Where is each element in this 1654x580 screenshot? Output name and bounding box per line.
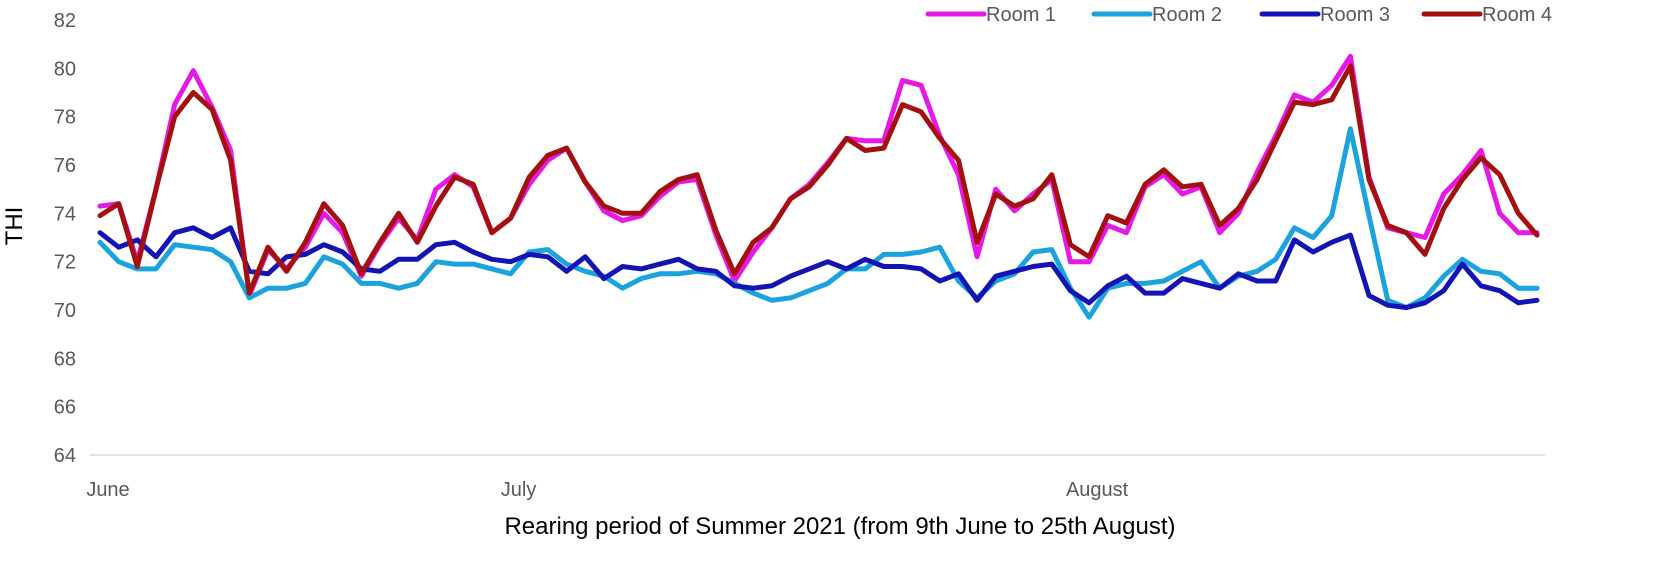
y-tick-label: 66 [54,397,76,419]
y-axis-title: THI [1,207,28,246]
y-tick-label: 72 [54,252,76,274]
x-axis-ticks: June July August [86,479,1128,501]
y-tick-label: 82 [54,10,76,32]
legend-label: Room 1 [986,4,1056,26]
x-tick-label: July [501,479,537,501]
legend-label: Room 3 [1320,4,1390,26]
y-tick-label: 80 [54,58,76,80]
series-line-room-2 [97,126,1540,320]
y-tick-label: 78 [54,107,76,129]
y-tick-label: 64 [54,445,76,467]
series-line-room-3 [97,225,1540,311]
y-tick-label: 70 [54,300,76,322]
y-tick-label: 74 [54,203,76,225]
y-tick-label: 68 [54,348,76,370]
series-line-room-4 [97,63,1540,296]
legend-label: Room 4 [1482,4,1552,26]
x-tick-label: August [1066,479,1129,501]
y-axis-ticks: 64 66 68 70 72 74 76 78 80 82 [54,10,76,467]
series-lines [97,53,1540,320]
x-tick-label: June [86,479,129,501]
y-tick-label: 76 [54,155,76,177]
x-axis-title: Rearing period of Summer 2021 (from 9th … [504,513,1175,540]
legend-label: Room 2 [1152,4,1222,26]
legend: Room 1 Room 2 Room 3 Room 4 [925,4,1552,26]
